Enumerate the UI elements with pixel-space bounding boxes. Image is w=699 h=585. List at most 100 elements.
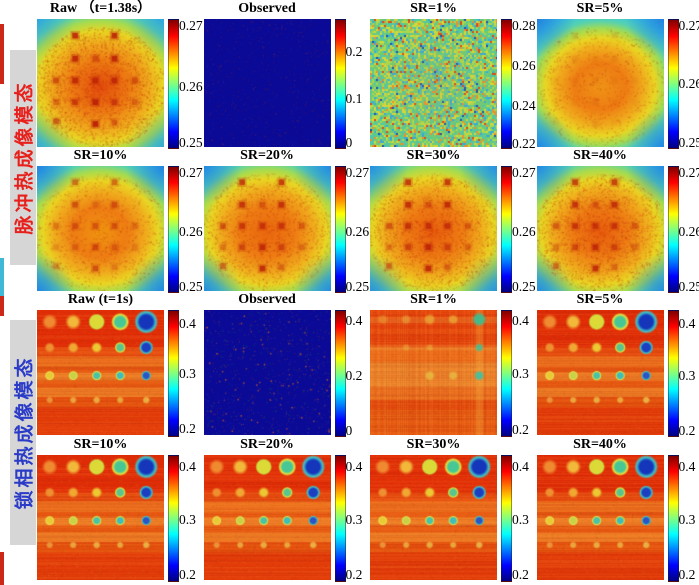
panel-title: SR=30% [406,148,461,163]
colorbar-tick-label: 0.26 [179,78,203,94]
heatmap-image [203,310,331,435]
colorbar-tick-label: 0.27 [179,165,203,181]
heatmap-image [37,166,164,291]
colorbar-tick-label: 0.3 [179,511,196,527]
panel-pulse-sr-1: SR=1% 0.28 0.26 0.24 0.22 [370,1,537,151]
figure-row: SR=10% 0.4 0.3 0.2 SR=20% 0.4 0.3 0.2 SR=30% 0.4 0… [0,437,699,583]
colorbar [334,455,346,582]
panel-lockin-sr-5: SR=5% 0.4 0.3 0.2 [536,292,699,438]
panel-lockin-sr-10: SR=10% 0.4 0.3 0.2 [37,437,204,582]
panel-title: SR=10% [73,437,128,452]
panel-pulse-sr-5: SR=5% 0.27 0.26 0.25 [536,1,699,150]
colorbar-tick-label: 0.4 [678,315,696,331]
colorbar-tick-label: 0.4 [678,459,696,475]
colorbar-tick-label: 0.4 [345,459,363,475]
heatmap-wrap: 0.27 0.26 0.25 [37,18,203,150]
colorbar-tick-label: 0.26 [512,58,536,74]
lockin-modality-strip: 锁相热成像模态 [10,320,36,545]
colorbar-tick-label: 0.27 [512,165,536,181]
colorbar-tick-label: 0.25 [512,279,536,294]
colorbar-tick-label: 0.4 [345,313,363,328]
heatmap-wrap: 0.4 0.2 0 [203,310,370,438]
panel-pulse-sr-10: SR=10% 0.27 0.26 0.25 [37,148,204,294]
panel-title: Observed [238,292,296,307]
heatmap-wrap: 0.4 0.3 0.2 [203,455,370,582]
heatmap-wrap: 0.4 0.3 0.2 [370,455,536,582]
colorbar-tick-label: 0.2 [345,368,363,383]
colorbar-tick-label: 0.3 [512,511,529,527]
panel-pulse-raw-t-1-38s: Raw （t=1.38s） 0.27 0.26 0.25 [37,1,204,150]
colorbar [168,166,179,293]
colorbar [667,310,679,437]
heatmap-image [536,310,664,435]
colorbar-tick-label: 0.24 [512,97,536,113]
edge-artifact-sliver [0,552,4,585]
panel-title: SR=5% [576,1,624,16]
colorbar-tick-label: 0.4 [512,459,529,475]
colorbar [501,19,512,149]
heatmap-image [37,19,164,147]
colorbar-tick-label: 0.25 [345,279,370,294]
colorbar-tick-label: 0.25 [678,279,699,294]
figure-row: Raw (t=1s) 0.4 0.3 0.2 Observed 0.4 0.2 0 SR=1% 0… [0,292,699,438]
edge-artifact-sliver [0,296,4,316]
colorbar [501,310,512,437]
heatmap-wrap: 0.27 0.26 0.25 [370,165,536,294]
heatmap-image [370,455,497,580]
panel-title: Raw (t=1s) [67,292,134,307]
heatmap-wrap: 0.4 0.3 0.2 [536,310,699,438]
colorbar-tick-label: 0.26 [512,224,536,239]
pulse-modality-strip: 脉冲热成像模态 [10,50,36,265]
heatmap-wrap: 0.4 0.3 0.2 [370,310,536,437]
heatmap-image [203,166,331,291]
colorbar-tick-label: 0.2 [512,421,529,437]
colorbar-tick-label: 0.3 [512,365,529,381]
panel-title: SR=40% [573,148,627,163]
panel-lockin-raw-t-1s: Raw (t=1s) 0.4 0.3 0.2 [37,292,204,437]
heatmap-wrap: 0.4 0.3 0.2 [37,455,203,582]
colorbar-tick-label: 0.25 [179,279,203,294]
panel-lockin-sr-1: SR=1% 0.4 0.3 0.2 [370,292,537,437]
figure-row: Raw （t=1.38s） 0.27 0.26 0.25 Observed 0.2 0.1 0… [0,1,699,151]
heatmap-wrap: 0.27 0.26 0.25 [203,165,370,294]
colorbar-tick-label: 0.3 [179,365,196,381]
colorbar-tick-label: 0.28 [512,18,536,34]
panel-pulse-sr-40: SR=40% 0.27 0.26 0.25 [536,148,699,294]
heatmap-wrap: 0.27 0.26 0.25 [536,18,699,150]
heatmap-image [370,166,497,291]
colorbar [667,19,679,149]
colorbar-tick-label: 0.2 [512,566,529,582]
heatmap-image [203,19,331,147]
colorbar-tick-label: 0.2 [345,44,363,59]
panel-pulse-sr-30: SR=30% 0.27 0.26 0.25 [370,148,537,294]
colorbar-tick-label: 0.27 [678,18,699,34]
panel-title: SR=10% [73,148,128,163]
colorbar-tick-label: 0.3 [678,368,696,383]
panel-title: SR=1% [410,1,457,16]
heatmap-wrap: 0.27 0.26 0.25 [37,165,203,294]
colorbar-tick-label: 0.26 [678,224,699,239]
colorbar-tick-label: 0.27 [678,165,699,181]
heatmap-image [370,19,497,147]
colorbar [501,166,512,293]
colorbar-tick-label: 0.4 [179,315,196,331]
panel-pulse-sr-20: SR=20% 0.27 0.26 0.25 [203,148,371,294]
colorbar-tick-label: 0 [345,423,353,438]
heatmap-wrap: 0.2 0.1 0 [203,19,370,150]
panel-lockin-sr-30: SR=30% 0.4 0.3 0.2 [370,437,537,582]
colorbar-tick-label: 0.4 [179,459,196,475]
colorbar-tick-label: 0.4 [512,313,529,328]
colorbar-tick-label: 0.2 [678,566,696,582]
colorbar-tick-label: 0.22 [512,136,536,152]
colorbar [334,310,346,437]
figure-row: SR=10% 0.27 0.26 0.25 SR=20% 0.27 0.26 0.25 SR=3… [0,148,699,294]
heatmap-wrap: 0.4 0.3 0.2 [536,455,699,582]
colorbar-tick-label: 0.2 [345,566,363,582]
colorbar [334,166,346,293]
colorbar-tick-label: 0.3 [678,511,696,527]
panel-title: Observed [238,1,296,16]
heatmap-wrap: 0.27 0.26 0.25 [536,165,699,294]
heatmap-image [536,166,664,291]
colorbar [168,310,179,437]
